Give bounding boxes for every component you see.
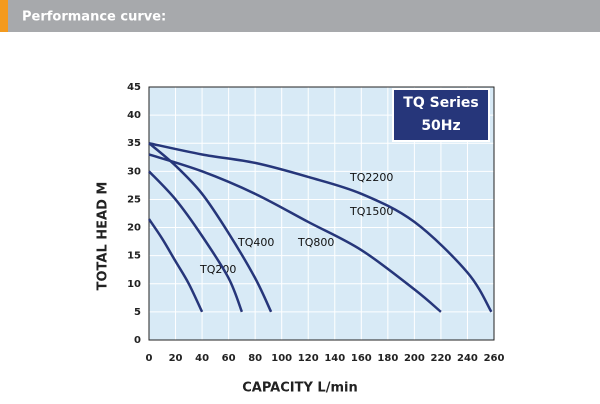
y-tick-label: 5 <box>134 307 141 318</box>
annotation: TQ Series <box>403 95 478 111</box>
y-tick-label: 45 <box>127 82 141 93</box>
series-line <box>148 141 493 313</box>
annotation: 50Hz <box>421 118 460 134</box>
header-title: Performance curve: <box>22 10 166 25</box>
series-label: TQ2200 <box>349 171 393 184</box>
y-axis-label: TOTAL HEAD M <box>96 182 111 291</box>
x-tick-label: 180 <box>377 353 398 364</box>
x-tick-label: 220 <box>430 353 451 364</box>
series-label: TQ200 <box>199 263 236 276</box>
x-tick-label: 260 <box>484 353 505 364</box>
y-tick-label: 35 <box>127 138 141 149</box>
x-tick-label: 120 <box>298 353 319 364</box>
series-label: TQ1500 <box>349 205 393 218</box>
y-tick-label: 30 <box>127 166 141 177</box>
x-tick-label: 60 <box>222 353 236 364</box>
x-tick-label: 200 <box>404 353 425 364</box>
series-box <box>392 88 490 142</box>
header-bar <box>0 0 600 32</box>
x-tick-label: 80 <box>248 353 262 364</box>
x-tick-label: 160 <box>351 353 372 364</box>
series-line <box>148 170 244 313</box>
y-tick-label: 10 <box>127 279 141 290</box>
x-axis-label: CAPACITY L/min <box>242 381 357 396</box>
series-line <box>148 142 273 313</box>
y-tick-label: 20 <box>127 223 141 234</box>
header-accent <box>0 0 8 32</box>
y-tick-label: 15 <box>127 251 141 262</box>
x-tick-label: 0 <box>146 353 153 364</box>
x-tick-label: 240 <box>457 353 478 364</box>
plot-border <box>148 86 495 341</box>
y-tick-label: 0 <box>134 335 141 346</box>
y-tick-label: 25 <box>127 194 141 205</box>
y-tick-label: 40 <box>127 110 141 121</box>
series-line <box>148 153 442 313</box>
x-tick-label: 20 <box>169 353 183 364</box>
x-tick-label: 40 <box>195 353 209 364</box>
x-tick-label: 100 <box>271 353 292 364</box>
series-line <box>147 218 204 313</box>
series-label: TQ400 <box>237 236 274 249</box>
x-tick-label: 140 <box>324 353 345 364</box>
series-label: TQ800 <box>297 236 334 249</box>
